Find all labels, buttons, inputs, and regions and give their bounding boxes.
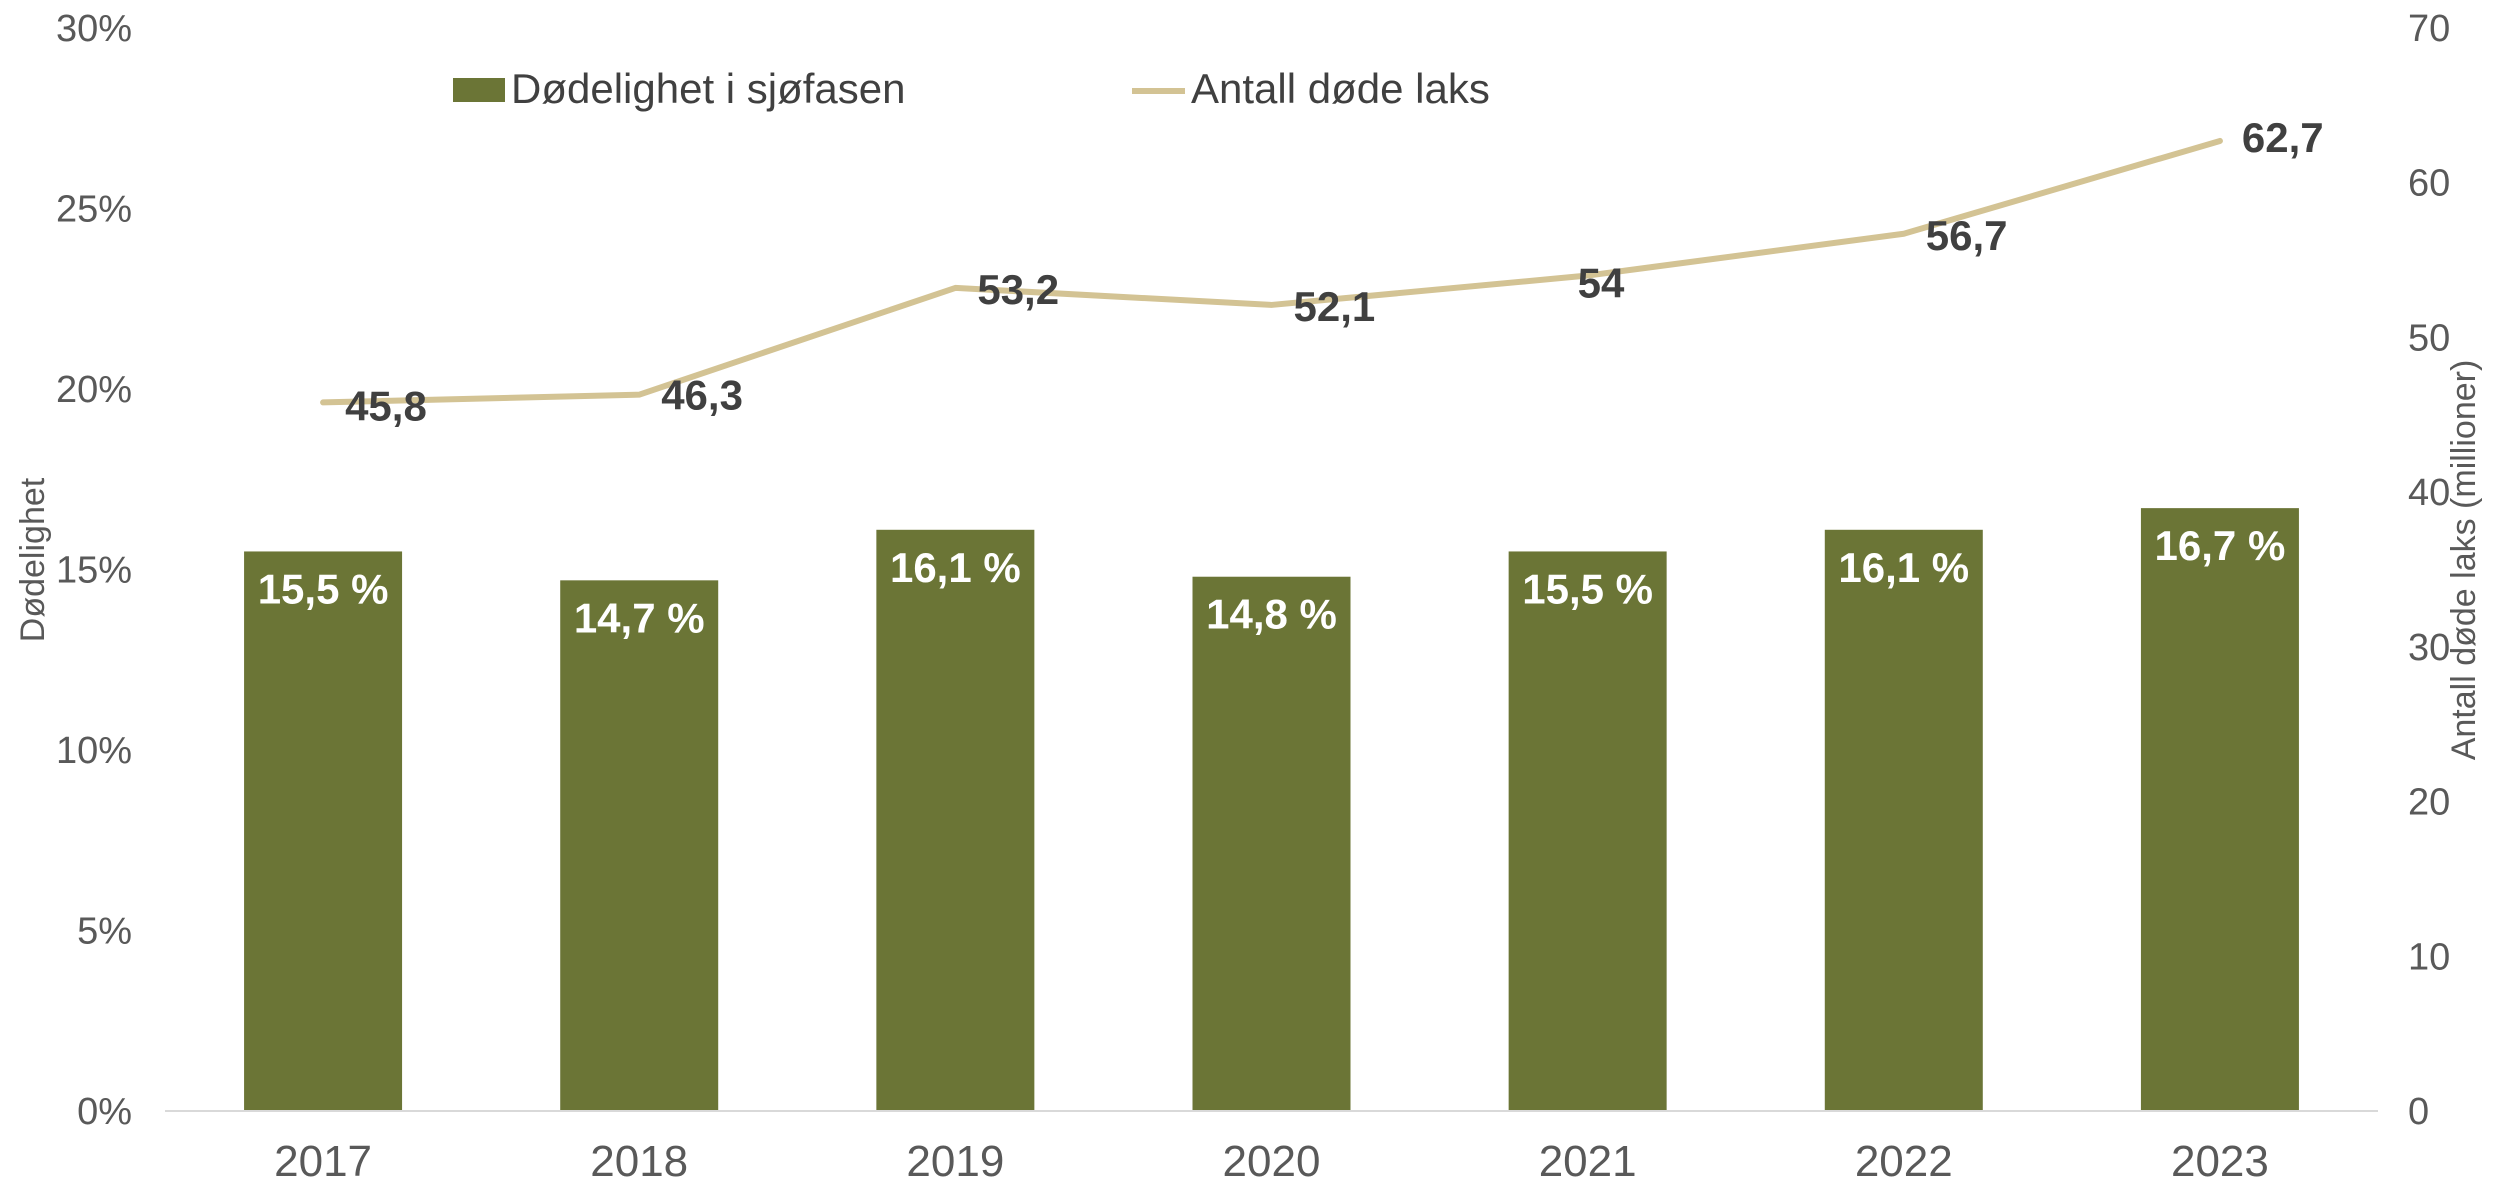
x-tick-label: 2018 [590, 1137, 688, 1186]
bar-2021 [1508, 551, 1667, 1111]
bar-2020 [1192, 576, 1351, 1111]
left-tick-label: 15% [56, 550, 132, 592]
x-tick-label: 2021 [1539, 1137, 1637, 1186]
bar-label-2020: 14,8 % [1206, 591, 1337, 638]
line-label-2018: 46,3 [661, 372, 743, 419]
bar-2017 [244, 551, 403, 1111]
legend: Dødelighet i sjøfasen Antall døde laks [453, 65, 1490, 112]
line-data-labels: 45,8 46,3 53,2 52,1 54 56,7 62,7 [345, 114, 2324, 429]
x-tick-label: 2023 [2171, 1137, 2269, 1186]
legend-line-label: Antall døde laks [1191, 65, 1490, 112]
legend-bar-swatch [453, 78, 505, 102]
bar-2019 [876, 529, 1035, 1111]
bar-label-2021: 15,5 % [1522, 565, 1653, 612]
right-tick-label: 30 [2408, 627, 2450, 669]
line-label-2020: 52,1 [1294, 283, 1376, 330]
left-tick-label: 30% [56, 8, 132, 50]
line-label-2023: 62,7 [2242, 114, 2324, 161]
right-tick-label: 20 [2408, 782, 2450, 824]
bar-label-2023: 16,7 % [2155, 522, 2286, 569]
bar-label-2017: 15,5 % [258, 565, 389, 612]
x-tick-label: 2019 [906, 1137, 1004, 1186]
right-tick-label: 40 [2408, 472, 2450, 514]
bar-label-2019: 16,1 % [890, 544, 1021, 591]
bar-data-labels: 15,5 % 14,7 % 16,1 % 14,8 % 15,5 % 16,1 % 16,7… [258, 522, 2286, 641]
left-tick-label: 0% [77, 1091, 132, 1133]
bar-2022 [1824, 529, 1983, 1111]
bar-series [244, 508, 2299, 1111]
right-tick-label: 70 [2408, 8, 2450, 50]
right-tick-label: 10 [2408, 936, 2450, 978]
right-tick-label: 60 [2408, 163, 2450, 205]
legend-bar-label: Dødelighet i sjøfasen [511, 65, 906, 112]
right-tick-label: 50 [2408, 317, 2450, 359]
line-label-2017: 45,8 [345, 382, 427, 429]
x-axis-ticks: 2017 2018 2019 2020 2021 2022 2023 [274, 1137, 2269, 1186]
left-tick-label: 20% [56, 369, 132, 411]
left-axis-ticks: 0% 5% 10% 15% 20% 25% 30% [56, 8, 132, 1133]
bar-label-2018: 14,7 % [574, 594, 705, 641]
right-tick-label: 0 [2408, 1091, 2429, 1133]
x-tick-label: 2022 [1855, 1137, 1953, 1186]
line-series [320, 137, 2223, 406]
left-axis-title: Dødelighet [14, 477, 52, 642]
bar-2023 [2140, 508, 2299, 1111]
line-label-2022: 56,7 [1926, 212, 2008, 259]
right-axis-title: Antall døde laks (millioner) [2445, 360, 2483, 761]
line-label-2021: 54 [1578, 260, 1625, 307]
line-label-2019: 53,2 [977, 266, 1059, 313]
right-axis-ticks: 0 10 20 30 40 50 60 70 [2408, 8, 2450, 1133]
left-tick-label: 10% [56, 730, 132, 772]
bar-label-2022: 16,1 % [1838, 544, 1969, 591]
x-tick-label: 2017 [274, 1137, 372, 1186]
x-tick-label: 2020 [1223, 1137, 1321, 1186]
left-tick-label: 5% [77, 911, 132, 953]
left-tick-label: 25% [56, 189, 132, 231]
bar-2018 [560, 580, 719, 1111]
